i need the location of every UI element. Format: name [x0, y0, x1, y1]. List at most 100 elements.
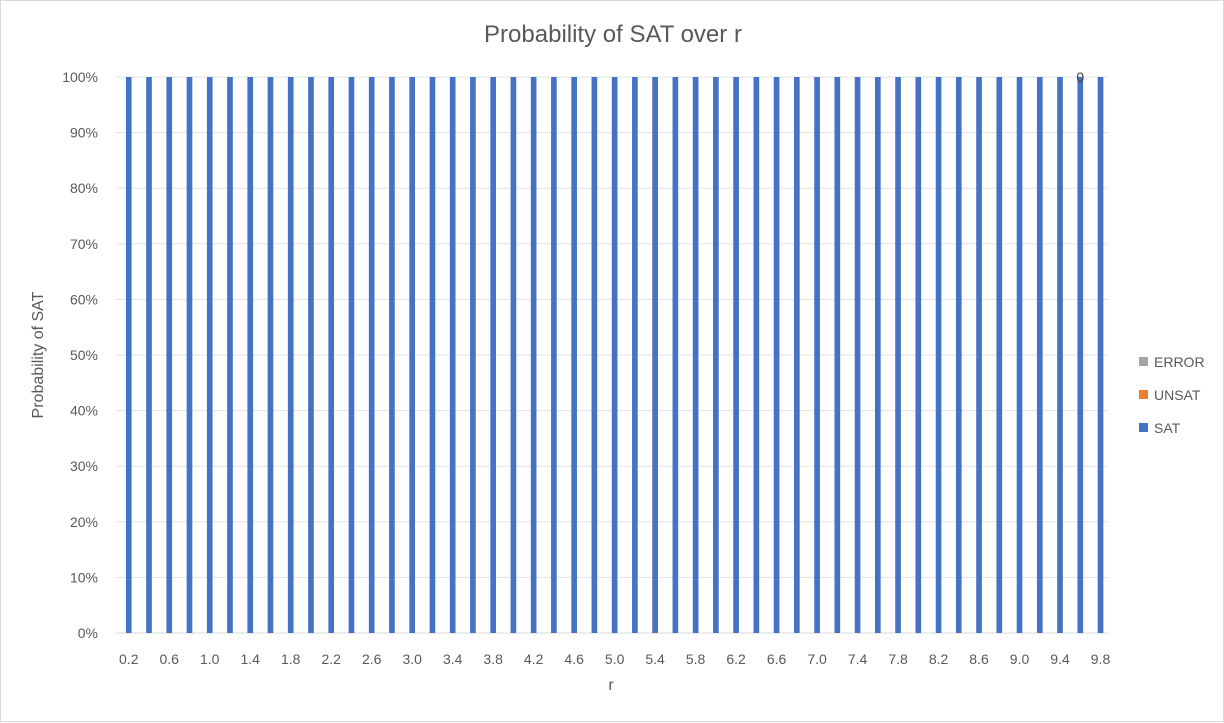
bar-sat: [186, 77, 193, 633]
bar-sat: [146, 77, 152, 633]
y-tick-label: 50%: [70, 347, 98, 363]
bar-sat: [409, 77, 416, 633]
legend-item-sat: SAT: [1139, 411, 1205, 444]
bar-sat: [854, 77, 861, 633]
y-tick-label: 0%: [78, 625, 98, 641]
x-tick-label: 1.4: [240, 651, 260, 667]
bar-sat: [1077, 77, 1084, 633]
x-axis-title: r: [608, 677, 614, 694]
x-tick-label: 7.4: [848, 651, 868, 667]
bar-sat: [834, 77, 841, 633]
bar-sat: [794, 77, 800, 633]
legend: ERROR UNSAT SAT: [1139, 345, 1205, 444]
bar-sat: [1036, 77, 1043, 633]
bar-sat: [814, 77, 820, 633]
bar-sat: [206, 77, 213, 633]
bar-sat: [1057, 77, 1063, 633]
y-tick-label: 30%: [70, 458, 98, 474]
bar-sat: [571, 77, 577, 633]
legend-item-error: ERROR: [1139, 345, 1205, 378]
x-tick-label: 1.8: [281, 651, 301, 667]
x-tick-label: 1.0: [200, 651, 220, 667]
y-tick-label: 90%: [70, 125, 98, 141]
bar-sat: [713, 77, 719, 633]
bar-sat: [1097, 77, 1104, 633]
bar-sat: [611, 77, 618, 633]
bar-sat: [692, 77, 699, 633]
y-tick-label: 10%: [70, 569, 98, 585]
legend-label-sat: SAT: [1154, 419, 1181, 436]
y-tick-label: 100%: [62, 69, 98, 85]
bar-sat: [955, 77, 962, 633]
bar-sat: [652, 77, 658, 633]
x-tick-label: 3.8: [483, 651, 503, 667]
bar-sat: [166, 77, 173, 633]
bar-sat: [227, 77, 233, 633]
x-tick-label: 3.0: [402, 651, 422, 667]
x-tick-label: 2.6: [362, 651, 382, 667]
x-tick-label: 5.0: [605, 651, 625, 667]
bar-sat: [490, 77, 496, 633]
y-tick-label: 40%: [70, 403, 98, 419]
x-tick-label: 4.2: [524, 651, 544, 667]
x-tick-label: 0.2: [119, 651, 139, 667]
x-tick-label: 8.6: [969, 651, 989, 667]
y-tick-label: 70%: [70, 236, 98, 252]
x-tick-label: 7.8: [888, 651, 908, 667]
bar-sat: [773, 77, 780, 633]
bar-sat: [449, 77, 456, 633]
bar-sat: [996, 77, 1003, 633]
bar-sat: [368, 77, 375, 633]
legend-label-error: ERROR: [1154, 353, 1205, 370]
x-tick-label: 3.4: [443, 651, 463, 667]
bar-sat: [976, 77, 982, 633]
bar-sat: [1016, 77, 1023, 633]
x-tick-label: 8.2: [929, 651, 949, 667]
x-tick-label: 6.6: [767, 651, 787, 667]
bar-sat: [287, 77, 294, 633]
x-tick-label: 6.2: [726, 651, 746, 667]
bar-sat: [874, 77, 881, 633]
bar-sat: [429, 77, 436, 633]
legend-swatch-sat: [1139, 423, 1148, 432]
legend-swatch-error: [1139, 357, 1148, 366]
bar-sat: [125, 77, 132, 633]
legend-item-unsat: UNSAT: [1139, 378, 1205, 411]
y-tick-label: 60%: [70, 291, 98, 307]
bar-sat: [348, 77, 355, 633]
bar-sat: [247, 77, 254, 633]
y-tick-label: 20%: [70, 514, 98, 530]
bar-sat: [753, 77, 760, 633]
bar-sat: [530, 77, 537, 633]
bar-sat: [935, 77, 942, 633]
bar-sat: [389, 77, 395, 633]
bar-sat: [510, 77, 517, 633]
bar-sat: [267, 77, 274, 633]
bar-sat: [470, 77, 476, 633]
x-tick-label: 7.0: [807, 651, 827, 667]
x-tick-label: 5.4: [645, 651, 665, 667]
bar-sat: [551, 77, 557, 633]
legend-swatch-unsat: [1139, 390, 1148, 399]
bar-sat: [672, 77, 679, 633]
x-tick-label: 9.8: [1091, 651, 1111, 667]
bar-sat: [895, 77, 901, 633]
chart-title: Probability of SAT over r: [484, 21, 742, 48]
data-label: 0: [1076, 69, 1084, 85]
x-tick-label: 5.8: [686, 651, 706, 667]
bar-sat: [328, 77, 335, 633]
x-tick-label: 9.4: [1050, 651, 1070, 667]
x-tick-label: 2.2: [321, 651, 341, 667]
y-tick-label: 80%: [70, 180, 98, 196]
bar-sat: [591, 77, 598, 633]
x-tick-label: 4.6: [564, 651, 584, 667]
bar-sat: [733, 77, 739, 633]
x-tick-label: 0.6: [160, 651, 180, 667]
legend-label-unsat: UNSAT: [1154, 386, 1201, 403]
bar-sat: [915, 77, 922, 633]
bar-sat: [632, 77, 638, 633]
x-tick-label: 9.0: [1010, 651, 1030, 667]
bar-sat: [308, 77, 314, 633]
